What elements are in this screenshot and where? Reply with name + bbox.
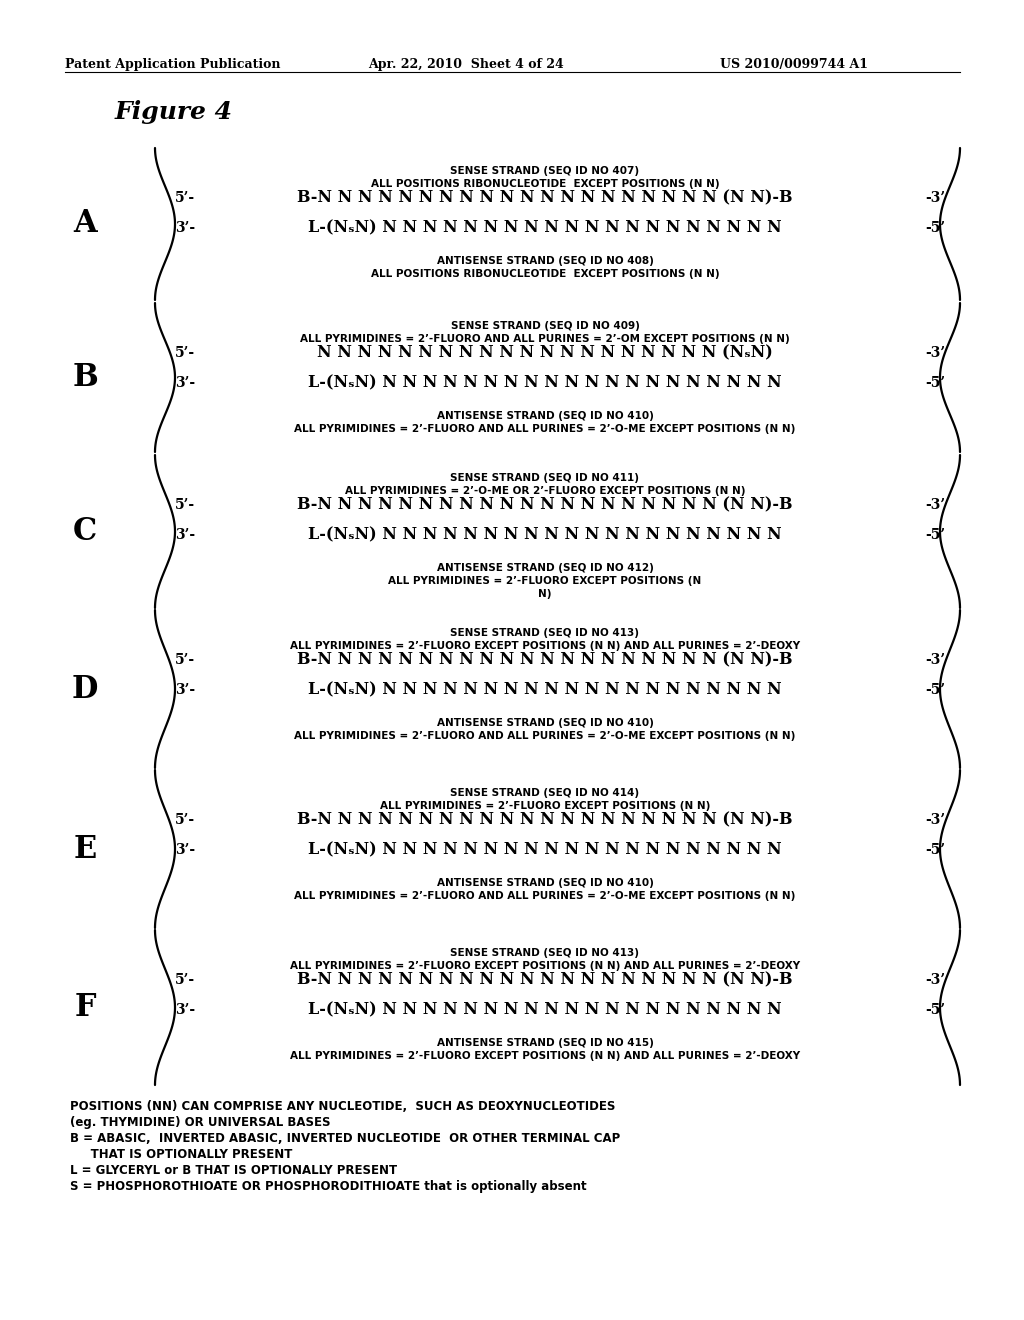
Text: -5’: -5’	[925, 682, 945, 697]
Text: F: F	[75, 993, 96, 1023]
Text: SENSE STRAND (SEQ ID NO 413): SENSE STRAND (SEQ ID NO 413)	[451, 628, 640, 638]
Text: POSITIONS (NN) CAN COMPRISE ANY NUCLEOTIDE,  SUCH AS DEOXYNUCLEOTIDES: POSITIONS (NN) CAN COMPRISE ANY NUCLEOTI…	[70, 1100, 615, 1113]
Text: C: C	[73, 516, 97, 546]
Text: D: D	[72, 673, 98, 705]
Text: L = GLYCERYL or B THAT IS OPTIONALLY PRESENT: L = GLYCERYL or B THAT IS OPTIONALLY PRE…	[70, 1164, 397, 1177]
Text: ALL POSITIONS RIBONUCLEOTIDE  EXCEPT POSITIONS (N N): ALL POSITIONS RIBONUCLEOTIDE EXCEPT POSI…	[371, 269, 719, 279]
Text: ANTISENSE STRAND (SEQ ID NO 408): ANTISENSE STRAND (SEQ ID NO 408)	[436, 256, 653, 267]
Text: L-(NₛN) N N N N N N N N N N N N N N N N N N N N: L-(NₛN) N N N N N N N N N N N N N N N N …	[308, 219, 781, 236]
Text: L-(NₛN) N N N N N N N N N N N N N N N N N N N N: L-(NₛN) N N N N N N N N N N N N N N N N …	[308, 375, 781, 392]
Text: N): N)	[539, 589, 552, 599]
Text: ALL PYRIMIDINES = 2’-FLUORO AND ALL PURINES = 2’-O-ME EXCEPT POSITIONS (N N): ALL PYRIMIDINES = 2’-FLUORO AND ALL PURI…	[294, 731, 796, 741]
Text: B-N N N N N N N N N N N N N N N N N N N N (N N)-B: B-N N N N N N N N N N N N N N N N N N N …	[297, 190, 793, 206]
Text: ALL PYRIMIDINES = 2’-O-ME OR 2’-FLUORO EXCEPT POSITIONS (N N): ALL PYRIMIDINES = 2’-O-ME OR 2’-FLUORO E…	[345, 486, 745, 496]
Text: Apr. 22, 2010  Sheet 4 of 24: Apr. 22, 2010 Sheet 4 of 24	[368, 58, 564, 71]
Text: -3’: -3’	[925, 498, 945, 512]
Text: -5’: -5’	[925, 1003, 945, 1016]
Text: L-(NₛN) N N N N N N N N N N N N N N N N N N N N: L-(NₛN) N N N N N N N N N N N N N N N N …	[308, 681, 781, 698]
Text: L-(NₛN) N N N N N N N N N N N N N N N N N N N N: L-(NₛN) N N N N N N N N N N N N N N N N …	[308, 527, 781, 544]
Text: S = PHOSPHOROTHIOATE OR PHOSPHORODITHIOATE that is optionally absent: S = PHOSPHOROTHIOATE OR PHOSPHORODITHIOA…	[70, 1180, 587, 1193]
Text: 3’-: 3’-	[175, 843, 196, 857]
Text: THAT IS OPTIONALLY PRESENT: THAT IS OPTIONALLY PRESENT	[70, 1148, 293, 1162]
Text: -3’: -3’	[925, 346, 945, 360]
Text: ALL PYRIMIDINES = 2’-FLUORO EXCEPT POSITIONS (N: ALL PYRIMIDINES = 2’-FLUORO EXCEPT POSIT…	[388, 576, 701, 586]
Text: ANTISENSE STRAND (SEQ ID NO 410): ANTISENSE STRAND (SEQ ID NO 410)	[436, 718, 653, 729]
Text: ANTISENSE STRAND (SEQ ID NO 410): ANTISENSE STRAND (SEQ ID NO 410)	[436, 878, 653, 888]
Text: 3’-: 3’-	[175, 1003, 196, 1016]
Text: ALL PYRIMIDINES = 2’-FLUORO EXCEPT POSITIONS (N N) AND ALL PURINES = 2’-DEOXY: ALL PYRIMIDINES = 2’-FLUORO EXCEPT POSIT…	[290, 642, 800, 651]
Text: (eg. THYMIDINE) OR UNIVERSAL BASES: (eg. THYMIDINE) OR UNIVERSAL BASES	[70, 1115, 331, 1129]
Text: 3’-: 3’-	[175, 220, 196, 235]
Text: -5’: -5’	[925, 376, 945, 389]
Text: B: B	[72, 362, 98, 393]
Text: B = ABASIC,  INVERTED ABASIC, INVERTED NUCLEOTIDE  OR OTHER TERMINAL CAP: B = ABASIC, INVERTED ABASIC, INVERTED NU…	[70, 1133, 621, 1144]
Text: Patent Application Publication: Patent Application Publication	[65, 58, 281, 71]
Text: 5’-: 5’-	[175, 498, 196, 512]
Text: B-N N N N N N N N N N N N N N N N N N N N (N N)-B: B-N N N N N N N N N N N N N N N N N N N …	[297, 812, 793, 829]
Text: A: A	[73, 209, 97, 239]
Text: -5’: -5’	[925, 220, 945, 235]
Text: -3’: -3’	[925, 191, 945, 205]
Text: 3’-: 3’-	[175, 376, 196, 389]
Text: 3’-: 3’-	[175, 682, 196, 697]
Text: 3’-: 3’-	[175, 528, 196, 543]
Text: 5’-: 5’-	[175, 191, 196, 205]
Text: B-N N N N N N N N N N N N N N N N N N N N (N N)-B: B-N N N N N N N N N N N N N N N N N N N …	[297, 496, 793, 513]
Text: Figure 4: Figure 4	[115, 100, 233, 124]
Text: ALL PYRIMIDINES = 2’-FLUORO AND ALL PURINES = 2’-O-ME EXCEPT POSITIONS (N N): ALL PYRIMIDINES = 2’-FLUORO AND ALL PURI…	[294, 891, 796, 902]
Text: L-(NₛN) N N N N N N N N N N N N N N N N N N N N: L-(NₛN) N N N N N N N N N N N N N N N N …	[308, 842, 781, 858]
Text: E: E	[74, 833, 96, 865]
Text: ALL PYRIMIDINES = 2’-FLUORO EXCEPT POSITIONS (N N) AND ALL PURINES = 2’-DEOXY: ALL PYRIMIDINES = 2’-FLUORO EXCEPT POSIT…	[290, 961, 800, 972]
Text: B-N N N N N N N N N N N N N N N N N N N N (N N)-B: B-N N N N N N N N N N N N N N N N N N N …	[297, 652, 793, 668]
Text: -5’: -5’	[925, 528, 945, 543]
Text: SENSE STRAND (SEQ ID NO 414): SENSE STRAND (SEQ ID NO 414)	[451, 788, 640, 799]
Text: L-(NₛN) N N N N N N N N N N N N N N N N N N N N: L-(NₛN) N N N N N N N N N N N N N N N N …	[308, 1002, 781, 1019]
Text: 5’-: 5’-	[175, 813, 196, 828]
Text: -3’: -3’	[925, 813, 945, 828]
Text: -3’: -3’	[925, 973, 945, 987]
Text: -5’: -5’	[925, 843, 945, 857]
Text: 5’-: 5’-	[175, 973, 196, 987]
Text: ALL POSITIONS RIBONUCLEOTIDE  EXCEPT POSITIONS (N N): ALL POSITIONS RIBONUCLEOTIDE EXCEPT POSI…	[371, 180, 719, 189]
Text: ALL PYRIMIDINES = 2’-FLUORO AND ALL PURINES = 2’-O-ME EXCEPT POSITIONS (N N): ALL PYRIMIDINES = 2’-FLUORO AND ALL PURI…	[294, 424, 796, 434]
Text: US 2010/0099744 A1: US 2010/0099744 A1	[720, 58, 868, 71]
Text: -3’: -3’	[925, 653, 945, 667]
Text: SENSE STRAND (SEQ ID NO 409): SENSE STRAND (SEQ ID NO 409)	[451, 321, 639, 331]
Text: ALL PYRIMIDINES = 2’-FLUORO AND ALL PURINES = 2’-OM EXCEPT POSITIONS (N N): ALL PYRIMIDINES = 2’-FLUORO AND ALL PURI…	[300, 334, 790, 345]
Text: SENSE STRAND (SEQ ID NO 413): SENSE STRAND (SEQ ID NO 413)	[451, 948, 640, 958]
Text: 5’-: 5’-	[175, 653, 196, 667]
Text: ANTISENSE STRAND (SEQ ID NO 410): ANTISENSE STRAND (SEQ ID NO 410)	[436, 411, 653, 421]
Text: ALL PYRIMIDINES = 2’-FLUORO EXCEPT POSITIONS (N N): ALL PYRIMIDINES = 2’-FLUORO EXCEPT POSIT…	[380, 801, 711, 810]
Text: ALL PYRIMIDINES = 2’-FLUORO EXCEPT POSITIONS (N N) AND ALL PURINES = 2’-DEOXY: ALL PYRIMIDINES = 2’-FLUORO EXCEPT POSIT…	[290, 1051, 800, 1061]
Text: SENSE STRAND (SEQ ID NO 407): SENSE STRAND (SEQ ID NO 407)	[451, 166, 640, 176]
Text: SENSE STRAND (SEQ ID NO 411): SENSE STRAND (SEQ ID NO 411)	[451, 473, 640, 483]
Text: B-N N N N N N N N N N N N N N N N N N N N (N N)-B: B-N N N N N N N N N N N N N N N N N N N …	[297, 972, 793, 989]
Text: ANTISENSE STRAND (SEQ ID NO 412): ANTISENSE STRAND (SEQ ID NO 412)	[436, 564, 653, 573]
Text: 5’-: 5’-	[175, 346, 196, 360]
Text: ANTISENSE STRAND (SEQ ID NO 415): ANTISENSE STRAND (SEQ ID NO 415)	[436, 1038, 653, 1048]
Text: N N N N N N N N N N N N N N N N N N N N (NₛN): N N N N N N N N N N N N N N N N N N N N …	[317, 345, 773, 362]
